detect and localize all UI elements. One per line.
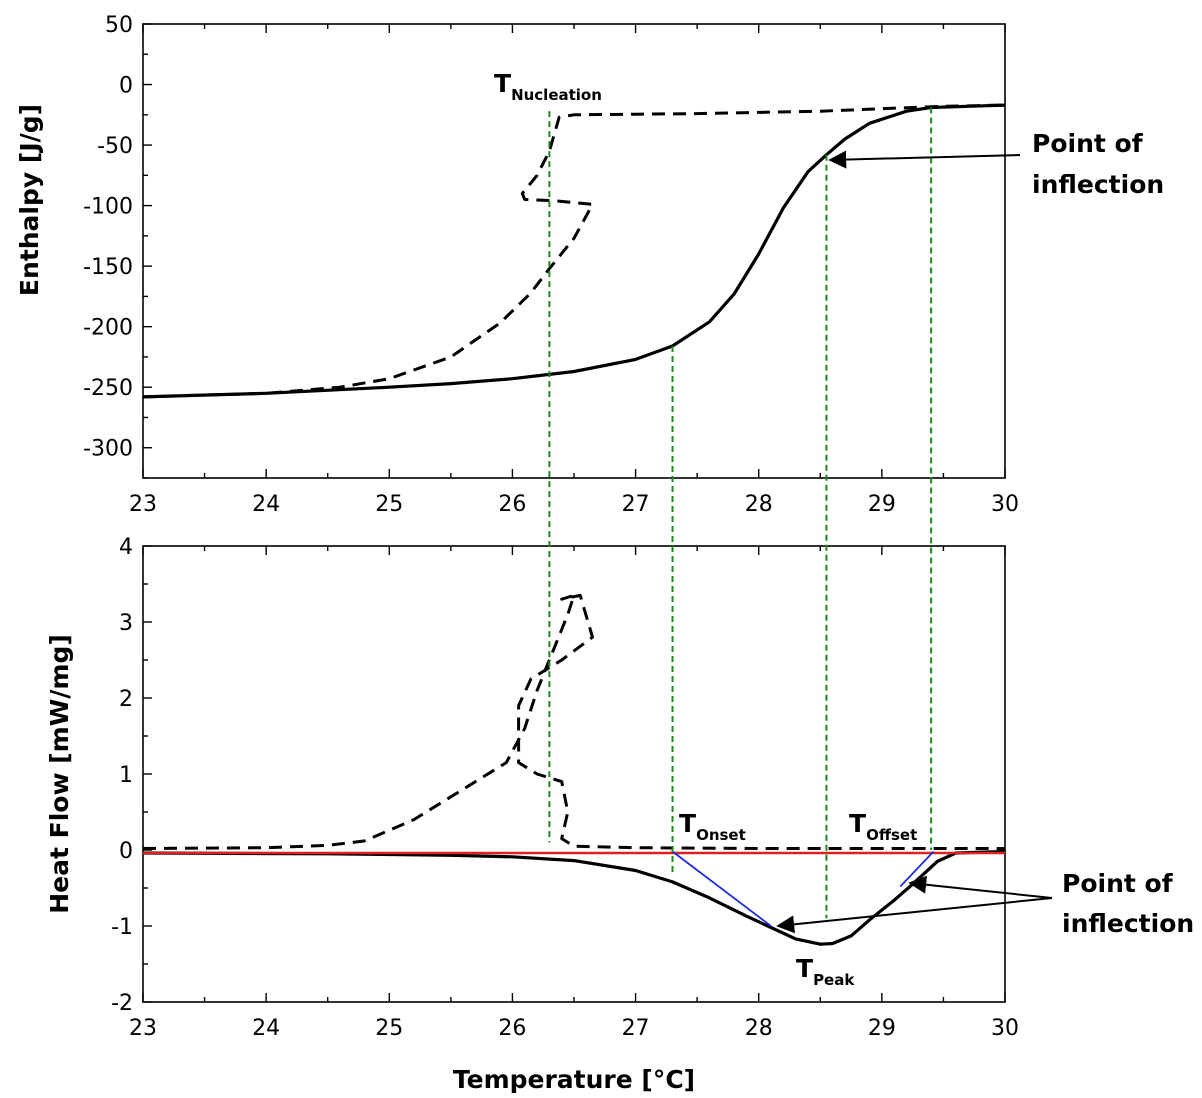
heat-flow-x-tick-label: 24	[252, 1016, 280, 1041]
enthalpy-y-axis-title: Enthalpy [J/g]	[15, 104, 44, 296]
enthalpy-x-tick-label: 25	[375, 492, 403, 517]
t-nucleation-label: TNucleation	[494, 69, 602, 104]
enthalpy-x-tick-label: 27	[622, 492, 650, 517]
t-offset-label: TOffset	[849, 809, 917, 844]
annotations: TNucleation TOnset TOffset TPeak Point o…	[494, 69, 1194, 989]
enthalpy-y-tick-label: -50	[97, 134, 133, 159]
enthalpy-y-tick-label: -250	[83, 376, 133, 401]
enthalpy-y-tick-label: 50	[105, 13, 133, 38]
enthalpy-x-tick-label: 23	[129, 492, 157, 517]
heat-flow-y-tick-label: 0	[119, 839, 133, 864]
heat-flow-y-axis-title: Heat Flow [mW/mg]	[45, 634, 74, 914]
enthalpy-x-tick-label: 26	[498, 492, 526, 517]
enthalpy-y-tick-label: 0	[119, 74, 133, 99]
heat-flow-x-ticks: 23 24 25 26 27 28 29 30	[129, 546, 1019, 1041]
enthalpy-x-tick-label: 24	[252, 492, 280, 517]
heat-flow-x-tick-label: 29	[868, 1016, 896, 1041]
enthalpy-y-ticks: 50 0 -50 -100 -150 -200 -250 -300	[83, 13, 152, 479]
enthalpy-series-solid-0	[142, 103, 1006, 399]
inflection-top-arrow	[828, 150, 1021, 169]
temperature-x-axis-title: Temperature [°C]	[453, 1065, 695, 1094]
heat-flow-y-tick-label: 2	[119, 687, 133, 712]
guide-lines	[548, 107, 933, 919]
t-onset-label: TOnset	[679, 809, 746, 844]
inflection-bottom-label-line2: inflection	[1062, 909, 1194, 938]
enthalpy-plot: 23 24 25 26 27 28 29 30 50 0 -50 -100 -150 -200 -250 -…	[15, 13, 1019, 517]
heat-flow-x-tick-label: 26	[498, 1016, 526, 1041]
heat-flow-y-tick-label: -1	[111, 915, 133, 940]
enthalpy-y-tick-label: -200	[83, 316, 133, 341]
enthalpy-x-ticks: 23 24 25 26 27 28 29 30	[129, 24, 1019, 517]
enthalpy-series	[142, 103, 1006, 399]
heat-flow-x-tick-label: 23	[129, 1016, 157, 1041]
heat-flow-x-tick-label: 30	[991, 1016, 1019, 1041]
heat-flow-y-tick-label: 3	[119, 611, 133, 636]
heat-flow-plot: 23 24 25 26 27 28 29 30 4 3 2 1 0 -1 -2 Heat Flow [mW…	[45, 535, 1019, 1094]
heat-flow-series	[142, 593, 1006, 946]
heat-flow-y-ticks: 4 3 2 1 0 -1 -2	[111, 535, 152, 1016]
heat-flow-y-tick-label: 1	[119, 763, 133, 788]
heat-flow-x-tick-label: 28	[745, 1016, 773, 1041]
enthalpy-series-dashed-1	[142, 103, 1006, 399]
heat-flow-series-tangent-3	[671, 850, 772, 927]
heat-flow-y-tick-label: 4	[119, 535, 133, 560]
enthalpy-y-tick-label: -150	[83, 255, 133, 280]
heat-flow-y-tick-label: -2	[111, 991, 133, 1016]
inflection-top-label-line1: Point of	[1032, 129, 1144, 158]
inflection-bottom-arrow-left	[776, 897, 1053, 934]
heat-flow-x-tick-label: 25	[375, 1016, 403, 1041]
enthalpy-x-tick-label: 29	[868, 492, 896, 517]
heat-flow-series-solid-0	[142, 849, 1006, 946]
enthalpy-y-tick-label: -100	[83, 195, 133, 220]
heat-flow-plot-frame	[142, 545, 1006, 1003]
heat-flow-series-tangent-4	[899, 850, 935, 888]
heat-flow-x-tick-label: 27	[622, 1016, 650, 1041]
t-peak-label: TPeak	[796, 954, 855, 989]
inflection-top-label-line2: inflection	[1032, 170, 1164, 199]
inflection-bottom-arrow-right	[908, 875, 1053, 899]
enthalpy-y-tick-label: -300	[83, 437, 133, 462]
inflection-bottom-label-line1: Point of	[1062, 869, 1174, 898]
heat-flow-series-dashed-1	[142, 593, 1005, 850]
enthalpy-x-tick-label: 28	[745, 492, 773, 517]
enthalpy-x-tick-label: 30	[991, 492, 1019, 517]
